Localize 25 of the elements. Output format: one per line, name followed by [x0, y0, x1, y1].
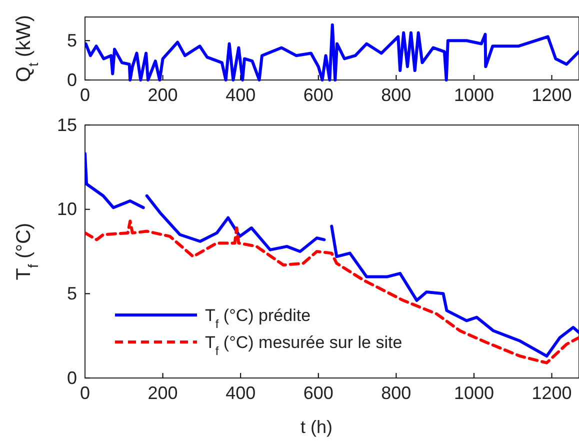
x-tick-label: 1000 — [454, 382, 494, 403]
y-tick-label: 5 — [66, 30, 77, 50]
x-tick-label: 1200 — [532, 382, 572, 403]
x-tick-label: 400 — [226, 382, 256, 403]
x-tick-label: 1000 — [454, 84, 494, 105]
x-tick-label: 200 — [148, 382, 178, 403]
y-tick-label: 10 — [56, 199, 77, 220]
y-tick-label: 15 — [56, 114, 77, 135]
legend-label: T$_{f}$ (°C) prédite — [205, 306, 311, 331]
legend-label: T$_{f}$ (°C) mesurée sur le site — [205, 333, 402, 358]
x-tick-label: 0 — [80, 382, 90, 403]
y-tick-label: 0 — [66, 70, 77, 90]
y-tick-label: 5 — [66, 283, 77, 304]
y-tick-label: 0 — [66, 368, 77, 388]
x-axis-title: t (h) — [300, 417, 333, 437]
x-tick-label: 800 — [381, 84, 412, 105]
x-tick-label: 800 — [381, 382, 412, 403]
x-tick-label: 400 — [226, 84, 256, 105]
x-tick-label: 1200 — [532, 84, 572, 105]
line-series — [85, 23, 579, 82]
x-tick-label: 0 — [80, 84, 90, 105]
line-series — [85, 220, 579, 364]
x-tick-label: 600 — [303, 84, 334, 105]
x-tick-label: 200 — [148, 84, 178, 105]
x-tick-label: 600 — [303, 382, 334, 403]
